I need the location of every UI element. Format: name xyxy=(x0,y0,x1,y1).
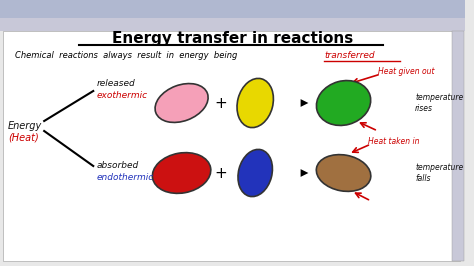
Text: +: + xyxy=(214,165,227,181)
Ellipse shape xyxy=(317,81,371,126)
Bar xyxy=(0,0,465,18)
Text: Energy transfer in reactions: Energy transfer in reactions xyxy=(112,31,353,45)
Ellipse shape xyxy=(316,155,371,191)
Ellipse shape xyxy=(153,153,211,193)
Bar xyxy=(3,31,460,261)
Text: +: + xyxy=(214,95,227,110)
Text: temperature
falls: temperature falls xyxy=(415,163,464,183)
Text: exothermic: exothermic xyxy=(96,92,147,101)
Text: absorbed: absorbed xyxy=(96,161,138,171)
Text: Heat given out: Heat given out xyxy=(378,66,434,76)
Bar xyxy=(0,18,465,31)
Ellipse shape xyxy=(237,78,273,128)
Text: endothermic: endothermic xyxy=(96,173,154,182)
Text: released: released xyxy=(96,80,135,89)
Text: Energy: Energy xyxy=(8,121,42,131)
Text: (Heat): (Heat) xyxy=(8,133,38,143)
Text: Chemical  reactions  always  result  in  energy  being: Chemical reactions always result in ener… xyxy=(15,52,237,60)
Text: Heat taken in: Heat taken in xyxy=(368,136,419,146)
Text: temperature
rises: temperature rises xyxy=(415,93,464,113)
Bar xyxy=(452,31,465,261)
Text: transferred: transferred xyxy=(324,52,374,60)
Ellipse shape xyxy=(238,149,273,197)
Ellipse shape xyxy=(155,84,208,122)
